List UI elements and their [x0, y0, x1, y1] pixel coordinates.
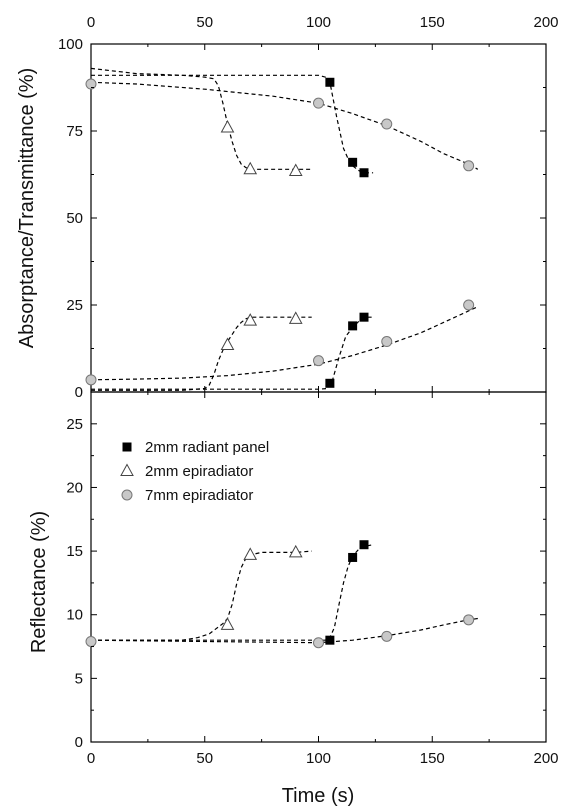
x-axis-label: Time (s) — [282, 785, 355, 807]
y-axis-label-bottom: Reflectance (%) — [28, 511, 50, 653]
data-point-square — [348, 157, 358, 167]
axis-ticks: 0255075100051015202500505010010015015020… — [58, 14, 559, 767]
plot-frame-top — [90, 43, 547, 393]
x-tick-label-bottom: 150 — [420, 750, 445, 767]
data-point-triangle — [288, 544, 303, 558]
data-point-circle — [381, 630, 393, 642]
data-point-triangle — [243, 547, 258, 560]
data-point-triangle — [288, 163, 303, 177]
data-point-circle — [381, 336, 393, 348]
fit-curve-top-triangle — [90, 67, 312, 170]
data-point-circle — [463, 160, 475, 172]
data-point-square — [359, 312, 369, 322]
data-point-square — [348, 552, 358, 562]
legend-marker-circle — [121, 489, 133, 501]
legend-label-radiant-panel: 2mm radiant panel — [145, 439, 269, 456]
x-tick-label-bottom: 50 — [196, 750, 213, 767]
fit-curve-top-circle — [90, 306, 479, 381]
y-tick-label-top: 75 — [66, 123, 83, 140]
fit-curve-top-square — [91, 316, 374, 390]
data-point-triangle — [220, 617, 235, 630]
data-point-square — [325, 378, 335, 388]
x-tick-label-bottom: 0 — [87, 750, 95, 767]
y-tick-label-top: 0 — [75, 384, 83, 401]
axis-labels: Time (s) Absorptance/Transmittance (%) R… — [16, 68, 354, 807]
data-point-square — [348, 321, 358, 331]
x-tick-label-top: 100 — [306, 14, 331, 31]
y-tick-label-top: 25 — [66, 297, 83, 314]
legend: 2mm radiant panel 2mm epiradiator 7mm ep… — [120, 439, 269, 504]
legend-label-2mm-epiradiator: 2mm epiradiator — [145, 463, 253, 480]
data-point-circle — [313, 355, 324, 367]
data-point-square — [359, 168, 369, 178]
legend-marker-square — [122, 442, 132, 452]
y-tick-label-top: 100 — [58, 36, 83, 53]
x-tick-label-top: 50 — [196, 14, 213, 31]
data-point-circle — [85, 635, 97, 647]
x-tick-label-top: 0 — [87, 14, 95, 31]
data-point-circle — [313, 97, 324, 109]
x-tick-label-bottom: 100 — [306, 750, 331, 767]
data-point-triangle — [243, 313, 258, 326]
data-point-circle — [85, 78, 97, 90]
legend-marker-triangle — [120, 463, 134, 476]
fit-curve-bottom-circle — [90, 617, 478, 644]
data-point-circle — [463, 299, 475, 311]
y-tick-label-bottom: 10 — [66, 607, 83, 624]
y-tick-label-bottom: 20 — [66, 479, 83, 496]
data-point-square — [359, 540, 369, 550]
y-tick-label-bottom: 25 — [66, 416, 83, 433]
data-point-square — [325, 77, 335, 87]
data-point-triangle — [220, 119, 235, 133]
data-points — [85, 77, 475, 649]
y-tick-label-bottom: 15 — [66, 543, 83, 560]
fit-curve-bottom-triangle — [91, 550, 312, 641]
fit-curve-top-triangle — [91, 316, 312, 391]
y-tick-label-bottom: 5 — [75, 670, 83, 687]
y-tick-label-top: 50 — [66, 210, 83, 227]
data-point-circle — [313, 637, 324, 649]
legend-label-7mm-epiradiator: 7mm epiradiator — [145, 487, 253, 504]
data-point-square — [325, 635, 335, 645]
data-point-circle — [463, 614, 475, 626]
fit-curves — [90, 67, 479, 644]
data-point-circle — [381, 118, 393, 130]
x-tick-label-top: 200 — [533, 14, 558, 31]
y-tick-label-bottom: 0 — [75, 734, 83, 751]
data-point-circle — [85, 374, 97, 386]
fit-curve-top-circle — [90, 81, 479, 170]
x-tick-label-bottom: 200 — [533, 750, 558, 767]
y-axis-label-top: Absorptance/Transmittance (%) — [16, 68, 38, 348]
data-point-triangle — [220, 337, 235, 351]
fit-curve-top-square — [91, 74, 374, 174]
data-point-triangle — [243, 161, 258, 175]
data-point-triangle — [288, 311, 303, 324]
x-tick-label-top: 150 — [420, 14, 445, 31]
